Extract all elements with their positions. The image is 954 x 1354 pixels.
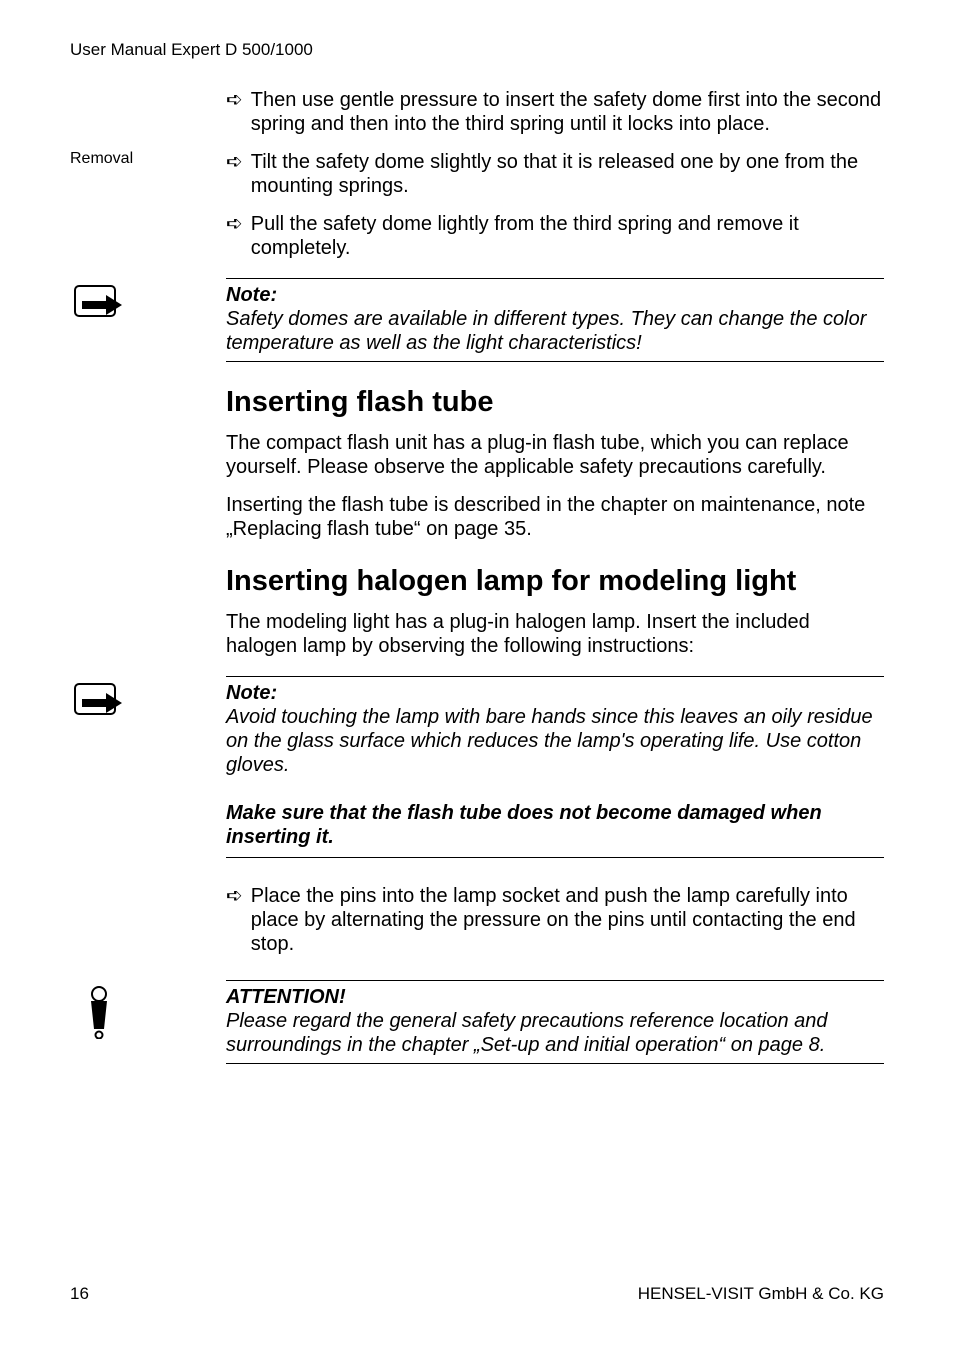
note-block-safety-domes: Note: Safety domes are available in diff… [226,278,884,362]
warning-block: Make sure that the flash tube does not b… [226,801,884,858]
main-content: ➪ Then use gentle pressure to insert the… [70,88,884,1064]
bullet-text: Pull the safety dome lightly from the th… [251,212,884,260]
note-text: Avoid touching the lamp with bare hands … [226,705,884,777]
para-halogen-intro: The modeling light has a plug-in halogen… [226,610,884,658]
bullet-pull-dome: ➪ Pull the safety dome lightly from the … [226,212,884,260]
heading-inserting-flash-tube: Inserting flash tube [226,386,884,419]
bullet-text: Place the pins into the lamp socket and … [251,884,884,956]
para-flash-tube-intro: The compact flash unit has a plug-in fla… [226,431,884,479]
attention-text: Please regard the general safety precaut… [226,1009,884,1057]
company-name: HENSEL-VISIT GmbH & Co. KG [638,1284,884,1304]
note-text: Safety domes are available in different … [226,307,884,355]
warning-text: Make sure that the flash tube does not b… [226,801,884,849]
page-header: User Manual Expert D 500/1000 [70,40,884,60]
para-flash-tube-ref: Inserting the flash tube is described in… [226,493,884,541]
page-number: 16 [70,1284,89,1304]
pointing-hand-icon [74,285,130,327]
pointing-hand-icon [74,683,130,725]
page-footer: 16 HENSEL-VISIT GmbH & Co. KG [70,1284,884,1304]
bullet-place-pins: ➪ Place the pins into the lamp socket an… [226,884,884,956]
note-title: Note: [226,681,884,705]
note-title: Note: [226,283,884,307]
attention-title: ATTENTION! [226,985,884,1009]
heading-inserting-halogen: Inserting halogen lamp for modeling ligh… [226,565,884,598]
bullet-arrow-icon: ➪ [226,88,243,136]
note-block-avoid-touching: Note: Avoid touching the lamp with bare … [226,676,884,783]
bullet-text: Then use gentle pressure to insert the s… [251,88,884,136]
bullet-arrow-icon: ➪ [226,884,243,956]
bullet-removal-tilt: Removal ➪ Tilt the safety dome slightly … [226,150,884,198]
attention-exclamation-icon [76,985,122,1039]
bullet-arrow-icon: ➪ [226,150,243,198]
attention-block: ATTENTION! Please regard the general saf… [226,980,884,1064]
bullet-text: Tilt the safety dome slightly so that it… [251,150,884,198]
margin-label-removal: Removal [70,150,133,168]
bullet-insert-dome: ➪ Then use gentle pressure to insert the… [226,88,884,136]
bullet-arrow-icon: ➪ [226,212,243,260]
